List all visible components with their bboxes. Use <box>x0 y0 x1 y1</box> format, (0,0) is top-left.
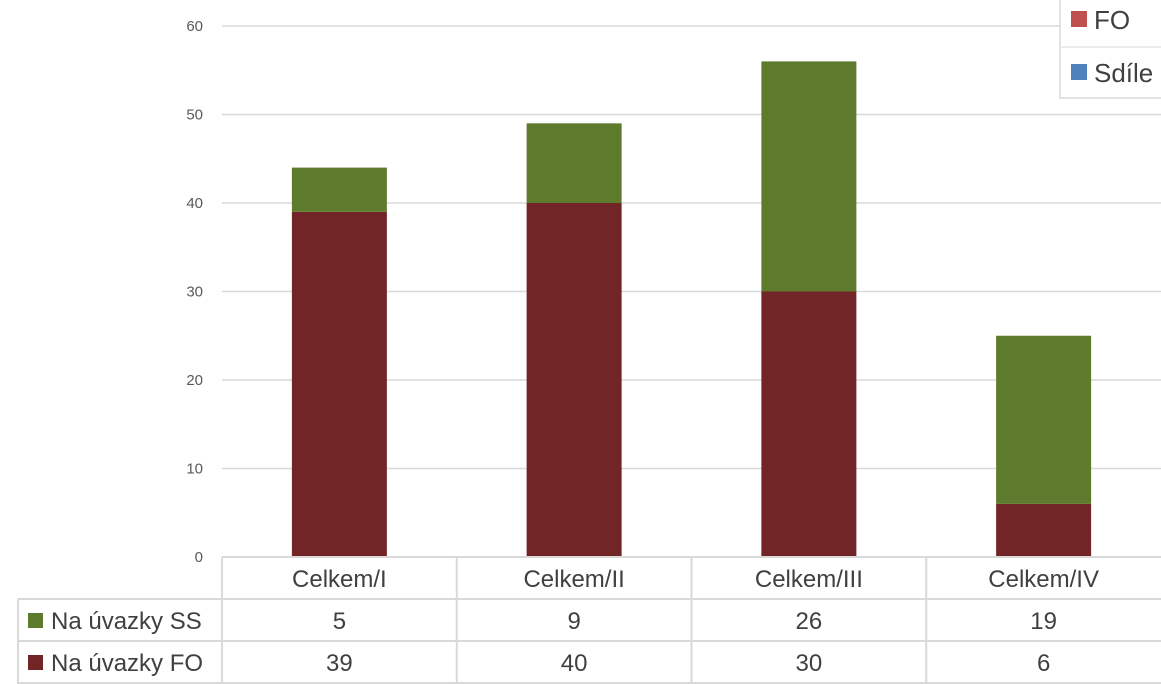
table-value: 19 <box>1030 608 1057 635</box>
data-table: Celkem/I Celkem/II Celkem/III Celkem/IV Na ú… <box>17 556 1161 684</box>
legend-swatch <box>1071 64 1087 80</box>
legend: FO Sdíle <box>1059 0 1161 99</box>
legend-label: Sdíle <box>1094 58 1153 88</box>
y-axis: 0 10 20 30 40 50 60 <box>186 18 203 566</box>
bar-segment <box>996 335 1092 504</box>
y-tick-label: 60 <box>186 18 203 35</box>
legend-label: FO <box>1094 5 1130 35</box>
legend-swatch <box>1071 11 1087 27</box>
series-swatch <box>28 655 43 670</box>
bar-segment <box>291 167 387 212</box>
y-tick-label: 20 <box>186 372 203 389</box>
series-swatch <box>28 613 43 628</box>
bar-segment <box>761 61 857 292</box>
bars <box>291 61 1092 557</box>
table-value: 26 <box>796 608 823 635</box>
bar-segment <box>291 211 387 557</box>
y-tick-label: 50 <box>186 107 203 124</box>
table-value: 40 <box>561 650 588 677</box>
table-value: 5 <box>333 608 346 635</box>
bar-segment <box>761 291 857 557</box>
y-tick-label: 0 <box>195 549 203 566</box>
series-name: Na úvazky FO <box>51 650 203 677</box>
x-category-label: Celkem/II <box>523 566 624 593</box>
bar-segment <box>526 203 622 557</box>
table-value: 6 <box>1037 650 1050 677</box>
series-name: Na úvazky SS <box>51 608 202 635</box>
bar-segment <box>526 123 622 203</box>
y-tick-label: 10 <box>186 461 203 478</box>
x-category-label: Celkem/IV <box>988 566 1099 593</box>
x-category-label: Celkem/I <box>292 566 387 593</box>
table-value: 9 <box>567 608 580 635</box>
table-value: 30 <box>796 650 823 677</box>
x-category-label: Celkem/III <box>755 566 863 593</box>
y-tick-label: 40 <box>186 195 203 212</box>
bar-segment <box>996 503 1092 557</box>
table-value: 39 <box>326 650 353 677</box>
y-tick-label: 30 <box>186 284 203 301</box>
